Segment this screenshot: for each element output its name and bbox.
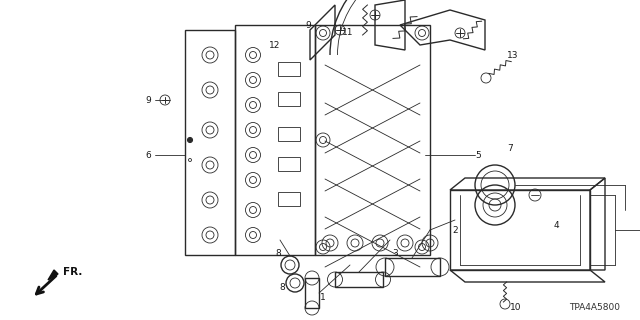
Text: TPA4A5800: TPA4A5800 [569, 303, 620, 312]
Circle shape [188, 138, 193, 142]
Text: 12: 12 [269, 41, 281, 50]
Bar [335, 272, 383, 287]
Text: 5: 5 [475, 150, 481, 159]
Text: 9: 9 [305, 20, 311, 29]
Text: 8: 8 [275, 249, 281, 258]
Text: FR.: FR. [63, 267, 83, 277]
Text: 2: 2 [452, 226, 458, 235]
Text: 9: 9 [145, 95, 151, 105]
Bar [385, 258, 440, 276]
Text: 7: 7 [507, 143, 513, 153]
Text: 8: 8 [279, 284, 285, 292]
Bar [305, 278, 319, 308]
Text: 6: 6 [145, 150, 151, 159]
Text: 3: 3 [392, 249, 398, 258]
Text: 13: 13 [508, 51, 519, 60]
Text: 4: 4 [553, 220, 559, 229]
Bar [278, 127, 300, 141]
Polygon shape [48, 270, 58, 280]
Bar [278, 62, 300, 76]
Text: 11: 11 [342, 28, 354, 36]
Text: 10: 10 [510, 303, 522, 313]
Bar [278, 92, 300, 106]
Bar [278, 192, 300, 206]
Text: 1: 1 [320, 293, 326, 302]
Bar [278, 157, 300, 171]
